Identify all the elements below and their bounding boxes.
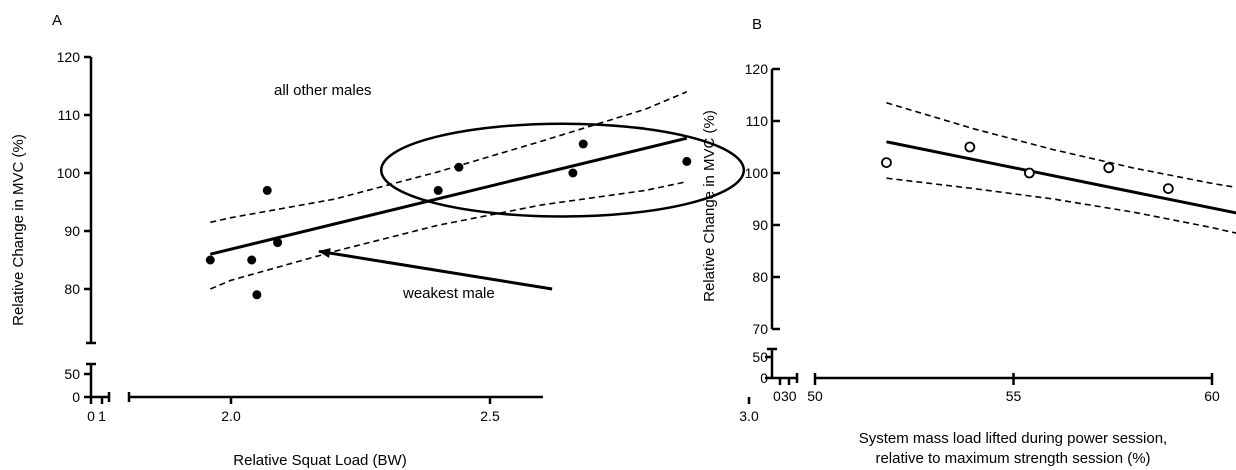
x-break-tick-label: 0 [773, 388, 781, 404]
y-tick-label: 110 [58, 107, 81, 123]
panel-b-x-axis-label-line2: relative to maximum strength session (%) [875, 450, 1150, 467]
x-tick-label: 2.0 [221, 408, 241, 424]
y-tick-label: 110 [746, 113, 769, 129]
ci-upper-line [210, 91, 688, 224]
data-point [1023, 167, 1035, 179]
ci-upper-line [886, 102, 1236, 189]
y-tick-label: 120 [745, 61, 769, 77]
panel-a-marks [205, 91, 746, 300]
data-point [262, 185, 272, 195]
x-tick-label: 3.0 [739, 408, 759, 424]
x-break-tick-label: 1 [98, 408, 106, 424]
y-tick-label: 80 [64, 281, 80, 297]
y-break-tick-label: 50 [752, 349, 768, 365]
data-point [454, 162, 464, 172]
data-point [881, 157, 892, 169]
ellipse-annotation: all other males [274, 82, 372, 99]
regression-line [886, 140, 1236, 215]
x-break-tick-label: 30 [781, 388, 797, 404]
data-point [247, 255, 257, 265]
x-tick-label: 55 [1006, 388, 1022, 404]
y-tick-label: 100 [745, 165, 769, 181]
panel-b-marks [881, 102, 1236, 234]
panel-a-y-axis-label: Relative Change in MVC (%) [10, 134, 27, 326]
x-tick-label: 50 [807, 388, 823, 404]
y-tick-label: 80 [752, 269, 768, 285]
y-break-tick-label: 50 [64, 366, 80, 382]
y-tick-label: 70 [752, 321, 768, 337]
x-break-tick-label: 0 [87, 408, 95, 424]
panel-b-y-axis-label: Relative Change in MVC (%) [701, 110, 718, 302]
panel-a-label: A [52, 12, 62, 29]
panel-b-x-axis-label: System mass load lifted during power ses… [859, 430, 1167, 447]
panel-a-x-axis-label: Relative Squat Load (BW) [233, 452, 406, 469]
data-point [964, 141, 976, 153]
x-tick-label: 60 [1204, 388, 1220, 404]
data-point [433, 185, 443, 195]
y-break-tick-label: 0 [760, 370, 768, 386]
highlight-ellipse [379, 122, 746, 218]
annotation-arrow [318, 248, 553, 291]
data-point [252, 290, 262, 300]
data-point [1103, 162, 1115, 174]
data-point [1162, 183, 1174, 195]
y-tick-label: 90 [752, 217, 768, 233]
panel-b: B 7080901001101200500305055606570 System… [701, 16, 1236, 467]
panel-b-label: B [752, 16, 762, 33]
x-tick-label: 2.5 [480, 408, 500, 424]
panel-b-axes: 7080901001101200500305055606570 [745, 61, 1220, 404]
data-point [578, 139, 588, 149]
data-point [568, 168, 578, 178]
data-point [273, 238, 283, 248]
y-break-tick-label: 0 [72, 389, 80, 405]
ci-lower-line [886, 177, 1236, 234]
y-tick-label: 120 [57, 49, 81, 65]
arrow-annotation: weakest male [402, 285, 495, 302]
y-tick-label: 90 [64, 223, 80, 239]
regression-line [209, 136, 688, 256]
y-tick-label: 100 [57, 165, 81, 181]
ci-lower-line [209, 180, 687, 290]
data-point [682, 156, 692, 166]
data-point [205, 255, 215, 265]
